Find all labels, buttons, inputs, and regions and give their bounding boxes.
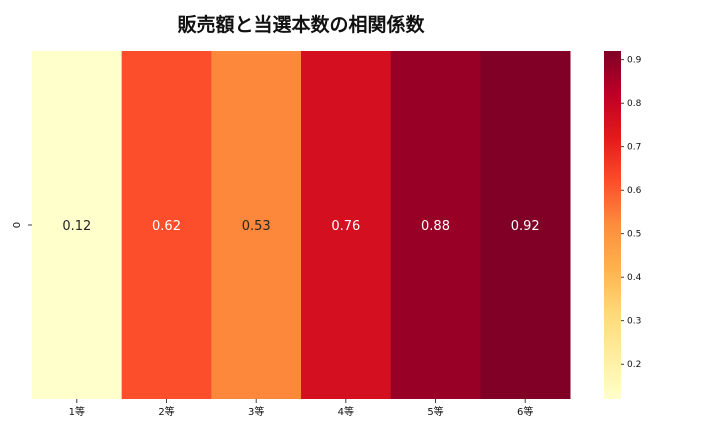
colorbar-tick-label: 0.4 [627,273,642,283]
heatmap-cell [121,51,212,399]
cell-value-label: 0.88 [421,219,450,234]
colorbar-tick-label: 0.9 [627,56,642,66]
colorbar-gradient [604,51,621,399]
chart-title: 販売額と当選本数の相関係数 [177,13,425,36]
cell-value-label: 0.12 [62,219,91,234]
colorbar-tick-label: 0.7 [627,143,641,153]
heatmap-cell [211,51,302,399]
heatmap-cell [480,51,571,399]
cell-value-label: 0.62 [152,219,181,234]
colorbar-tick-label: 0.3 [627,317,641,327]
colorbar-tick-label: 0.8 [627,99,642,109]
x-axis: 1等 2等 3等 4等 5等 6等 [69,399,533,418]
cell-value-label: 0.53 [242,219,271,234]
heatmap-cell [390,51,481,399]
x-tick-label: 5等 [427,405,443,418]
x-tick-label: 3等 [248,405,264,418]
heatmap-cell [301,51,392,399]
cell-value-label: 0.92 [511,219,540,234]
x-tick-label: 1等 [69,405,85,418]
x-tick-label: 6等 [517,405,533,418]
x-tick-label: 2等 [158,405,174,418]
colorbar-tick-label: 0.5 [627,230,641,240]
y-tick-label: 0 [12,222,23,228]
colorbar-tick-label: 0.6 [627,186,642,196]
x-tick-label: 4等 [338,405,354,418]
heatmap-cell [32,51,123,399]
y-axis: 0 [12,222,32,228]
colorbar-tick-label: 0.2 [627,360,641,370]
colorbar: 0.2 0.3 0.4 0.5 0.6 0.7 0.8 0.9 [604,51,642,399]
cell-value-label: 0.76 [331,219,360,234]
heatmap-cells: 0.12 0.62 0.53 0.76 0.88 0.92 [32,51,571,399]
